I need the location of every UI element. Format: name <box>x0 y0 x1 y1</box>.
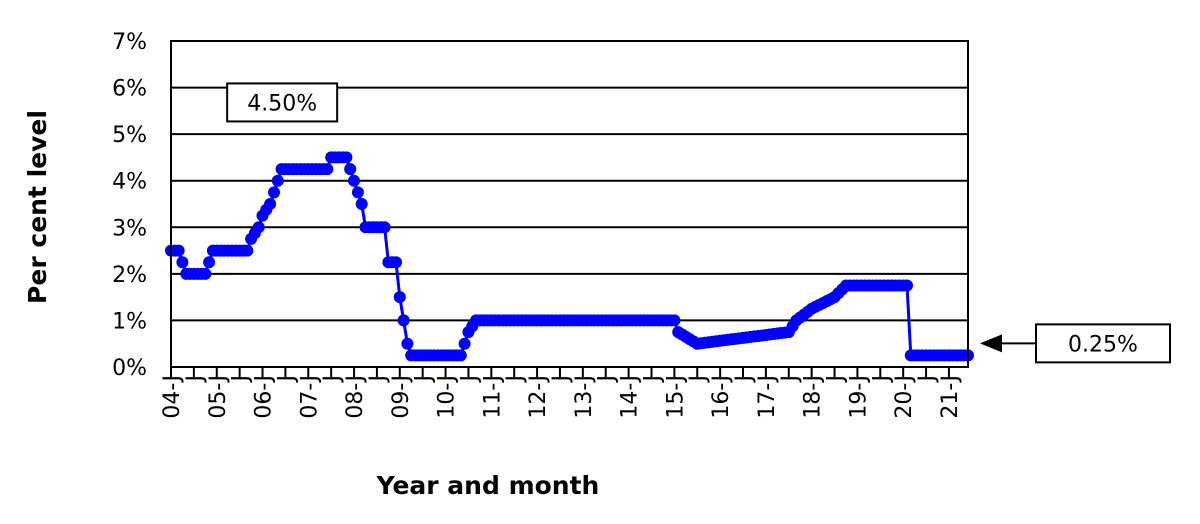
arrowhead <box>980 334 1002 353</box>
y-tick-label: 2% <box>112 263 147 288</box>
x-tick-label: J <box>549 375 574 384</box>
x-tick-label: J <box>869 375 894 384</box>
data-point <box>901 279 913 292</box>
x-tick-label: J <box>183 375 208 384</box>
data-point <box>355 198 368 210</box>
x-axis-ticks: 04-J 05-J 06-J 07-J 08-J 09-J 10-J 11-J 12-J 13-J… <box>160 367 963 419</box>
x-axis-title: Year and month <box>376 471 600 500</box>
x-tick-label: 08-J <box>343 375 368 419</box>
data-point <box>252 221 265 234</box>
peak-callout-label: 4.50% <box>247 91 317 116</box>
y-tick-label: 1% <box>112 309 147 334</box>
x-tick-label: 17-J <box>755 375 780 419</box>
x-tick-label: J <box>503 375 528 384</box>
x-tick-label: J <box>778 375 803 384</box>
x-tick-label: J <box>824 375 849 384</box>
data-point <box>199 267 212 280</box>
x-tick-label: 21-J <box>938 375 963 419</box>
data-point <box>458 337 471 350</box>
y-tick-label: 5% <box>112 123 147 148</box>
x-tick-label: 10-J <box>435 375 460 419</box>
data-point <box>348 174 360 187</box>
data-point <box>268 186 280 199</box>
x-tick-label: J <box>320 375 345 384</box>
peak-callout-box <box>226 82 339 123</box>
x-tick-label: J <box>915 375 940 384</box>
x-tick-label: 14-J <box>618 375 643 419</box>
data-point <box>241 244 254 257</box>
data-point <box>264 198 277 210</box>
x-tick-label: J <box>457 375 482 384</box>
x-tick-label: 15-J <box>663 375 688 419</box>
data-point <box>172 244 185 257</box>
x-tick-label: 06-J <box>252 375 277 419</box>
x-tick-label: 11-J <box>480 375 505 419</box>
data-point <box>390 256 402 269</box>
x-tick-label: J <box>595 375 620 384</box>
y-axis-title: Per cent level <box>23 110 52 304</box>
data-point <box>378 221 391 234</box>
x-tick-label: 20-J <box>892 375 917 419</box>
series-policy-rate <box>165 151 974 362</box>
x-tick-label: J <box>229 375 254 384</box>
x-tick-label: J <box>274 375 299 384</box>
data-point <box>668 314 681 327</box>
x-tick-label: J <box>412 375 437 384</box>
latest-callout-box <box>1035 323 1171 364</box>
x-tick-label: 05-J <box>206 375 231 419</box>
x-tick-label: 16-J <box>709 375 734 419</box>
data-point <box>393 291 406 304</box>
x-tick-label: J <box>640 375 665 384</box>
y-tick-label: 0% <box>112 356 147 381</box>
x-tick-label: 12-J <box>526 375 551 419</box>
y-tick-label: 3% <box>112 216 147 241</box>
data-point <box>344 163 357 176</box>
y-axis-ticks: 0% 1% 2% 3% 4% 5% 6% 7% <box>112 30 147 381</box>
x-tick-label: 07-J <box>297 375 322 419</box>
data-point <box>271 174 284 187</box>
x-tick-label: 04-J <box>160 375 185 419</box>
x-tick-label: 19-J <box>846 375 871 419</box>
data-point <box>454 349 467 362</box>
y-tick-label: 4% <box>112 170 147 195</box>
x-tick-label: J <box>732 375 757 384</box>
x-tick-label: J <box>686 375 711 384</box>
x-tick-label: J <box>366 375 391 384</box>
plot-area-frame <box>170 40 969 368</box>
data-point <box>340 151 353 164</box>
data-point <box>203 256 216 269</box>
x-tick-label: 18-J <box>801 375 826 419</box>
latest-callout-label: 0.25% <box>1068 332 1138 357</box>
data-point <box>401 337 414 350</box>
data-point <box>176 256 189 269</box>
y-tick-label: 6% <box>112 77 147 102</box>
data-point <box>321 163 334 176</box>
data-point <box>397 314 410 327</box>
data-point <box>351 186 364 199</box>
y-tick-label: 7% <box>112 30 147 55</box>
x-tick-label: 13-J <box>572 375 597 419</box>
annotations: 4.50% 0.25% <box>226 82 1171 364</box>
x-tick-label: 09-J <box>389 375 414 419</box>
